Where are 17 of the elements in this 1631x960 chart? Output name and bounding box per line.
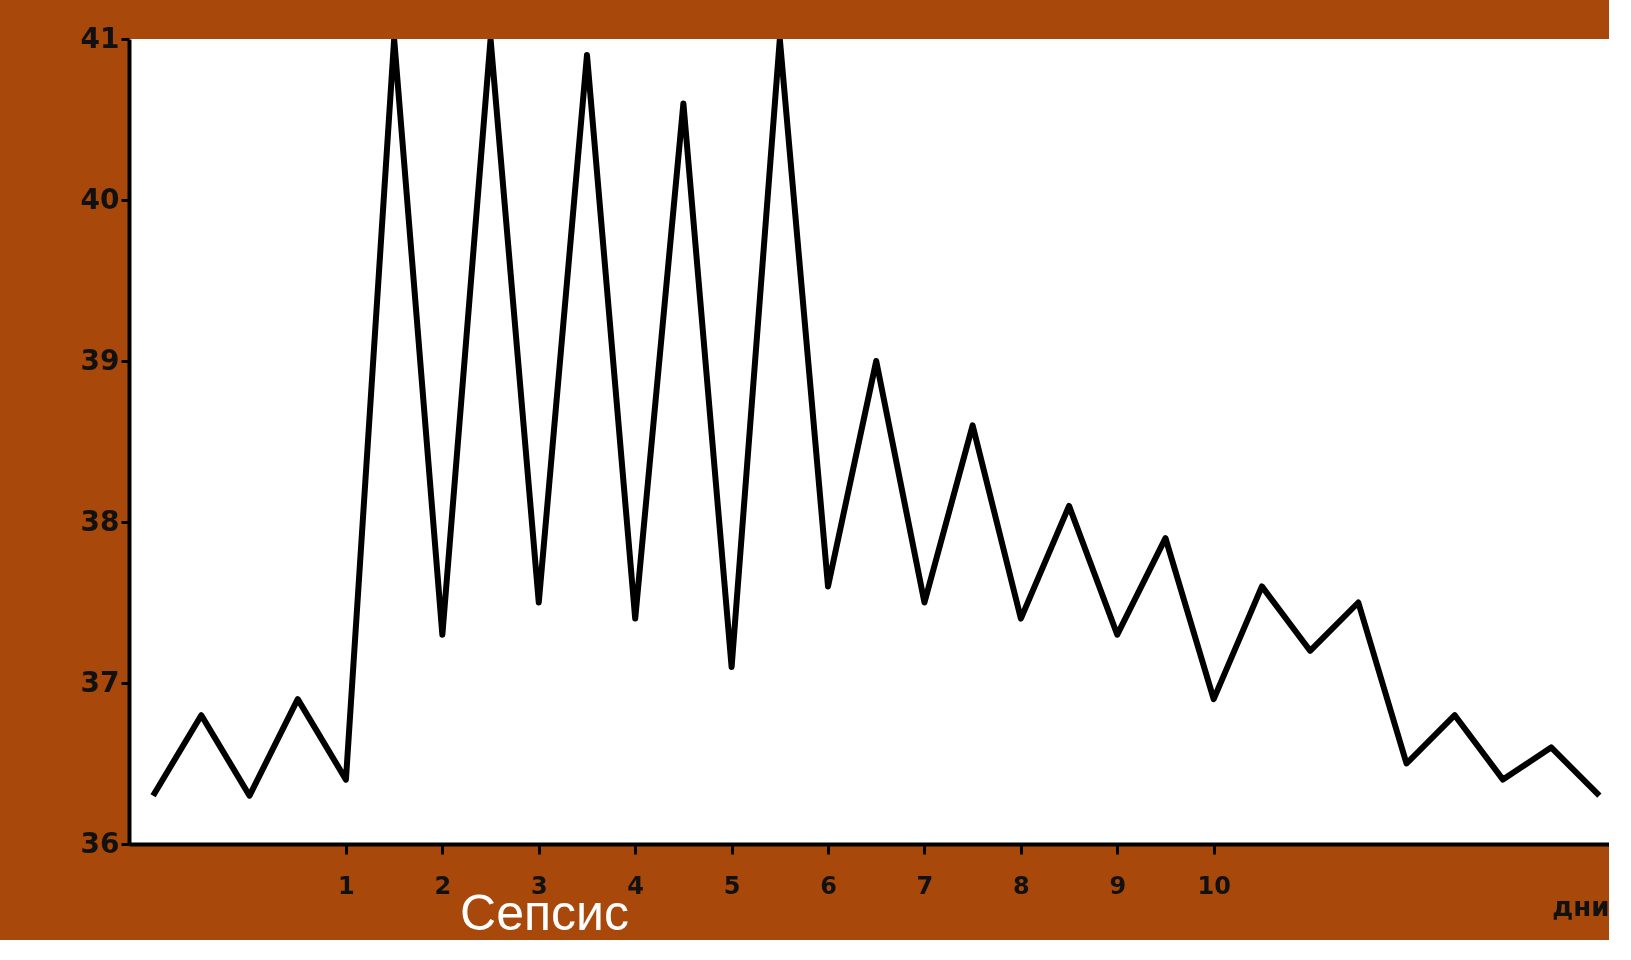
x-axis-title: дни: [1552, 891, 1610, 922]
y-tick-label: 41: [80, 21, 120, 55]
y-tick-label: 39: [80, 343, 120, 377]
x-tick-label: 7: [916, 871, 934, 900]
x-tick-label: 2: [434, 871, 452, 900]
x-tick-label: 10: [1197, 871, 1231, 900]
x-tick-label: 8: [1013, 871, 1030, 900]
x-tick-label: 5: [723, 871, 741, 900]
y-tick-label: 36: [80, 826, 120, 860]
x-tick-label: 3: [530, 871, 548, 900]
y-tick-label: 37: [80, 665, 120, 699]
y-tick-label: 40: [80, 182, 120, 216]
x-tick-label: 4: [627, 871, 645, 900]
x-tick-label: 1: [338, 871, 355, 900]
y-tick-label: 38: [80, 504, 120, 538]
x-tick-label: 6: [820, 871, 837, 900]
x-tick-label: 9: [1109, 871, 1127, 900]
